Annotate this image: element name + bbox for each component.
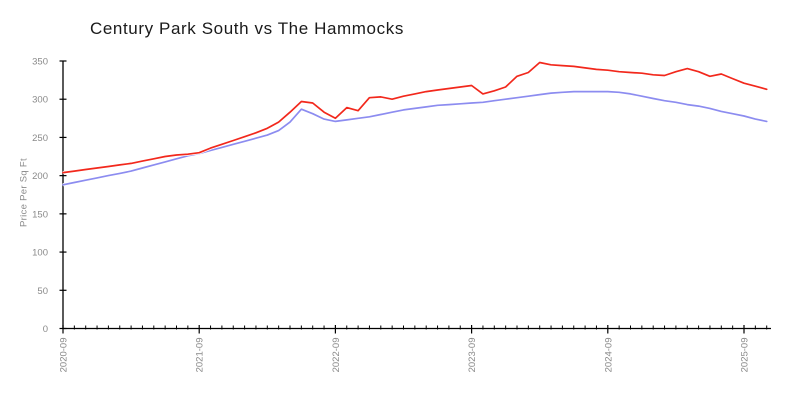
chart-title: Century Park South vs The Hammocks	[90, 19, 404, 38]
x-tick-label: 2024-09	[603, 338, 614, 373]
series-line-century-park-south	[62, 61, 768, 174]
y-tick-label: 300	[32, 95, 48, 106]
x-tick-label: 2025-09	[740, 338, 751, 373]
x-tick-label: 2023-09	[467, 338, 478, 373]
y-tick-label: 350	[32, 57, 48, 68]
y-tick-label: 200	[32, 171, 48, 182]
y-tick-label: 0	[43, 324, 48, 335]
y-tick-label: 50	[37, 286, 48, 297]
x-tick-label: 2021-09	[195, 338, 206, 373]
y-axis-label: Price Per Sq Ft	[18, 158, 30, 227]
series-line-the-hammocks	[62, 90, 768, 186]
y-tick-label: 100	[32, 248, 48, 259]
series-halo-the-hammocks	[62, 89, 768, 187]
x-tick-label: 2020-09	[59, 338, 70, 373]
y-tick-label: 150	[32, 209, 48, 220]
y-tick-label: 250	[32, 133, 48, 144]
x-tick-label: 2022-09	[331, 338, 342, 373]
